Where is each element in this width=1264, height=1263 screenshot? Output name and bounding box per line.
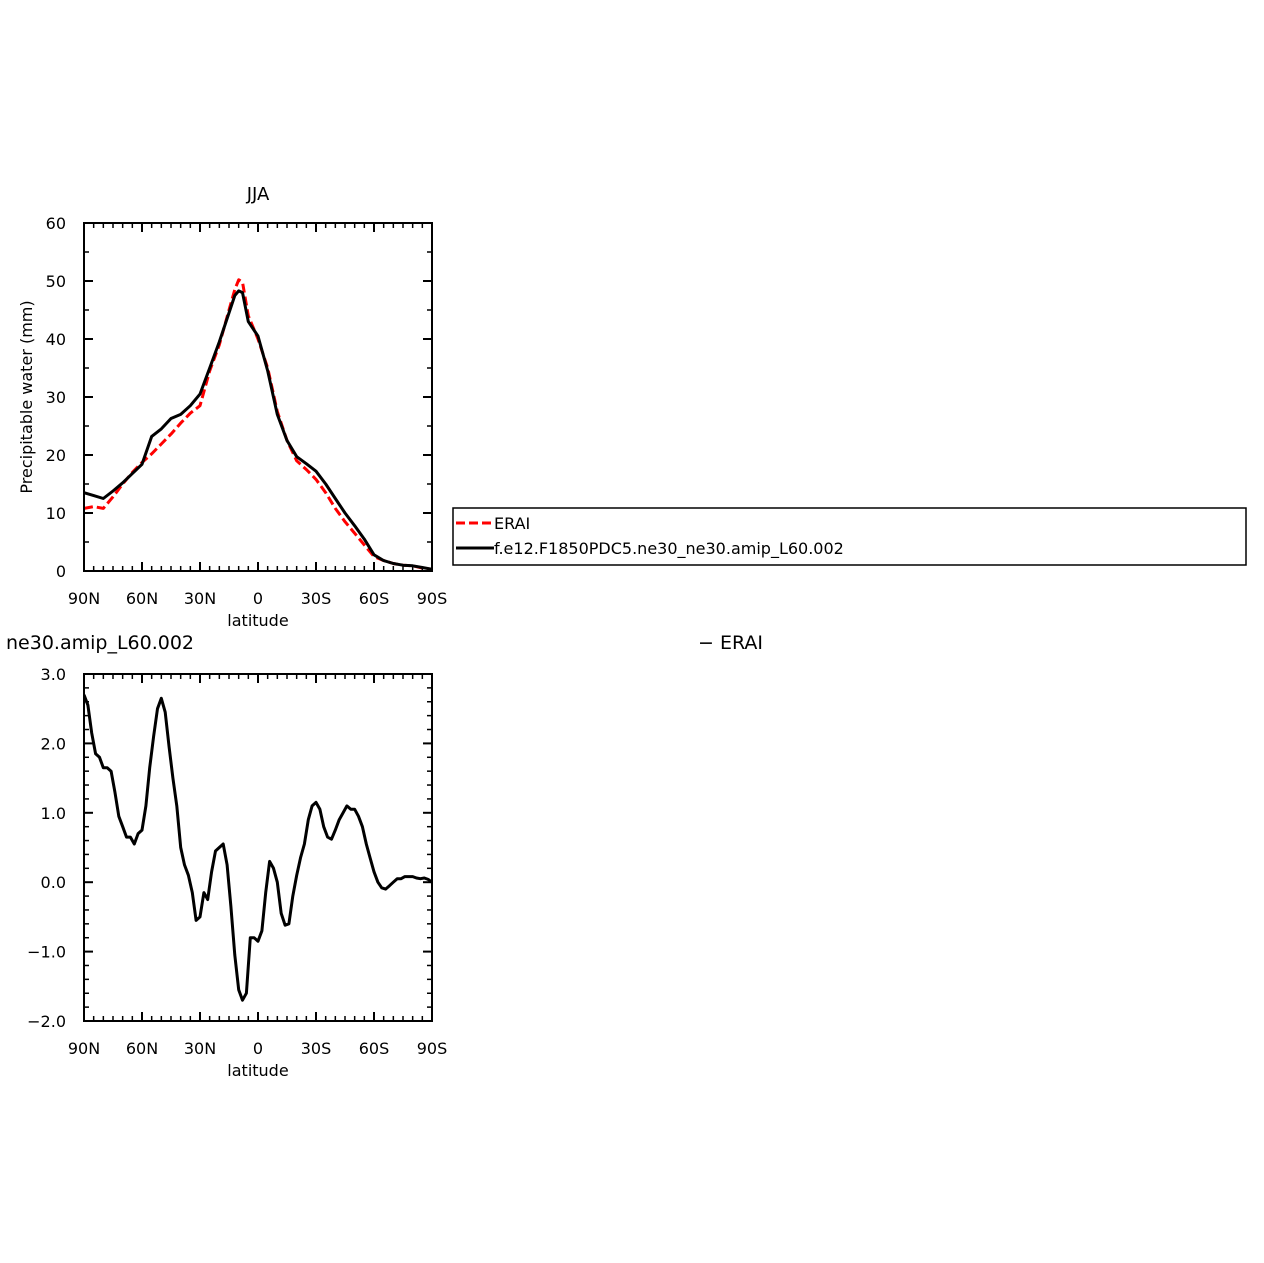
x-tick-label: 60S [359,589,390,608]
y-tick-label: 20 [46,446,66,465]
bottom-panel-difference: 90N 60N 30N 0 30S 60S 90S −2.0 −1.0 0.0 1.0 2.0 3.0 l… [6,632,763,1080]
x-axis-label: latitude [227,611,288,630]
x-tick-label: 90N [68,1039,100,1058]
y-tick-label: 50 [46,272,66,291]
x-tick-label: 30N [184,1039,216,1058]
x-tick-label: 30N [184,589,216,608]
x-tick-label: 30S [301,589,332,608]
series-line-erai [84,278,432,571]
legend-entry: f.e12.F1850PDC5.ne30_ne30.amip_L60.002 [494,539,844,559]
y-tick-label: −2.0 [27,1012,66,1031]
x-tick-label: 90S [417,1039,448,1058]
legend-entry: ERAI [494,514,530,533]
y-tick-label: 0 [56,562,66,581]
y-axis-label: Precipitable water (mm) [17,751,36,944]
series-line-difference [84,694,432,1002]
chart-title-right: − ERAI [698,632,763,654]
y-tick-label: 1.0 [41,804,66,823]
y-tick-label: −1.0 [27,943,66,962]
y-tick-label: 0.0 [41,873,66,892]
y-tick-label: 30 [46,388,66,407]
x-tick-label: 60N [126,1039,158,1058]
x-axis-label: latitude [227,1061,288,1080]
y-tick-label: 10 [46,504,66,523]
x-tick-label: 0 [253,589,263,608]
legend: ERAI f.e12.F1850PDC5.ne30_ne30.amip_L60.0… [452,507,1247,566]
y-tick-label: 60 [46,214,66,233]
top-panel-jja: 90N 60N 30N 0 30S 60S 90S 0 10 20 30 40 50 60 latitude… [17,184,447,630]
y-tick-label: 40 [46,330,66,349]
y-axis-label: Precipitable water (mm) [17,300,36,493]
y-tick-label: 3.0 [41,665,66,684]
x-tick-label: 0 [253,1039,263,1058]
x-tick-label: 90N [68,589,100,608]
x-tick-label: 60S [359,1039,390,1058]
x-tick-label: 90S [417,589,448,608]
plot-frame [83,222,433,572]
x-tick-label: 30S [301,1039,332,1058]
chart-title-left: ne30.amip_L60.002 [6,632,194,654]
plot-frame [83,673,433,1022]
series-line-f-e12-f1850pdc5-ne30-ne30-amip-l60-002 [84,289,432,571]
chart-title: JJA [246,184,270,205]
legend-box [452,507,1247,566]
y-tick-label: 2.0 [41,734,66,753]
x-tick-label: 60N [126,589,158,608]
